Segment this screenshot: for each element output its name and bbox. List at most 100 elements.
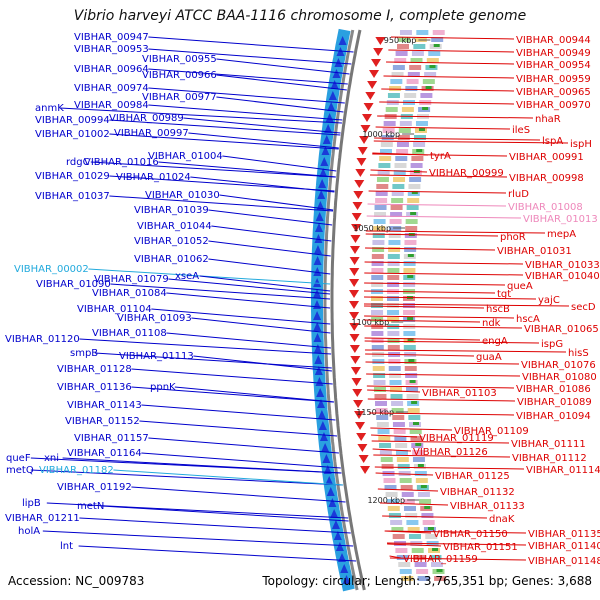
- right-gene-label: lspA: [542, 136, 563, 147]
- reverse-gene-arrow: [350, 235, 361, 243]
- right-gene-label: VIBHAR_01109: [454, 426, 529, 437]
- cog-feature-band: [395, 450, 408, 455]
- right-gene-label: mepA: [547, 229, 576, 240]
- reverse-gene-arrow: [349, 268, 360, 276]
- cog-feature-band: [410, 163, 423, 168]
- cog-feature-band: [405, 86, 418, 91]
- left-gene-label: metN: [77, 501, 104, 512]
- cog-feature-band: [371, 268, 384, 273]
- right-label-leader: [365, 247, 496, 251]
- right-gene-label: VIBHAR_00991: [509, 152, 584, 163]
- reverse-gene-arrow: [352, 202, 363, 210]
- cog-feature-band: [371, 282, 384, 287]
- cog-feature-band: [406, 520, 419, 525]
- left-label-leader: [148, 87, 345, 104]
- cog-feature-band: [377, 429, 390, 434]
- cog-feature-band: [410, 436, 423, 441]
- right-label-leader: [370, 174, 508, 178]
- reverse-gene-arrow: [350, 246, 361, 254]
- left-label-leader: [109, 195, 334, 212]
- forward-gene-arrow: [320, 157, 329, 166]
- cog-feature-band: [387, 303, 400, 308]
- left-label-leader: [151, 308, 331, 325]
- scale-tick-label: 1000 kbp: [362, 130, 400, 139]
- cog-feature-band: [391, 191, 404, 196]
- right-label-leader: [366, 385, 515, 389]
- cog-feature-band: [413, 44, 426, 49]
- left-gene-label: holA: [18, 526, 40, 537]
- cog-feature-band: [398, 128, 411, 133]
- right-gene-label: VIBHAR_01013: [523, 214, 598, 225]
- cog-feature-band: [414, 135, 427, 140]
- cog-feature-band: [429, 555, 442, 560]
- right-label-leader: [371, 440, 510, 444]
- cog-feature-band: [378, 436, 391, 441]
- reverse-gene-arrow: [356, 433, 367, 441]
- cog-feature-band: [424, 72, 437, 77]
- reverse-gene-arrow: [349, 345, 360, 353]
- reverse-gene-arrow: [353, 400, 364, 408]
- forward-gene-arrow: [317, 410, 326, 419]
- right-gene-label: VIBHAR_01111: [511, 439, 586, 450]
- cog-feature-band: [393, 170, 406, 175]
- right-label-leader: [364, 340, 540, 344]
- cog-feature-band: [388, 240, 401, 245]
- cog-feature-band: [372, 240, 385, 245]
- right-label-leader: [364, 319, 481, 323]
- left-gene-label: VIBHAR_01090: [36, 279, 111, 290]
- cog-feature-band: [371, 317, 384, 322]
- reverse-gene-arrow: [357, 444, 368, 452]
- reverse-gene-arrow: [354, 180, 365, 188]
- right-label-leader: [388, 49, 515, 53]
- right-label-leader: [386, 61, 515, 65]
- forward-gene-arrow: [315, 212, 324, 221]
- right-label-leader: [371, 434, 418, 438]
- cog-feature-band: [403, 261, 416, 266]
- cog-feature-band: [391, 408, 404, 413]
- cog-feature-band: [403, 282, 416, 287]
- left-label-leader: [62, 457, 342, 474]
- cog-feature-band: [387, 331, 400, 336]
- right-label-leader: [367, 389, 421, 393]
- right-gene-label: VIBHAR_01076: [521, 360, 596, 371]
- left-label-leader: [190, 176, 335, 193]
- right-label-leader: [363, 296, 537, 300]
- right-gene-label: VIBHAR_01140: [528, 541, 600, 552]
- cog-feature-band: [388, 233, 401, 238]
- gc-marker: [420, 485, 427, 488]
- gc-marker: [409, 380, 416, 383]
- right-gene-label: tgt: [497, 289, 511, 300]
- right-gene-label: VIBHAR_01103: [422, 388, 497, 399]
- cog-feature-band: [372, 247, 385, 252]
- right-label-leader: [364, 337, 481, 341]
- cog-feature-band: [411, 51, 424, 56]
- right-gene-label: VIBHAR_00944: [516, 35, 591, 46]
- reverse-gene-arrow: [350, 356, 361, 364]
- right-gene-label: VIBHAR_01150: [433, 529, 508, 540]
- cog-feature-band: [395, 443, 408, 448]
- right-gene-label: hisS: [568, 348, 589, 359]
- cog-feature-band: [379, 156, 392, 161]
- cog-feature-band: [393, 177, 406, 182]
- cog-feature-band: [393, 429, 406, 434]
- cog-feature-band: [378, 163, 391, 168]
- cog-feature-band: [403, 268, 416, 273]
- left-label-leader: [216, 58, 350, 75]
- cog-feature-band: [411, 156, 424, 161]
- forward-gene-arrow: [313, 333, 322, 342]
- right-label-leader: [373, 454, 511, 458]
- cog-feature-band: [376, 422, 389, 427]
- cog-feature-band: [387, 93, 400, 98]
- right-gene-label: guaA: [476, 352, 502, 363]
- left-gene-label: lipB: [22, 498, 41, 509]
- cog-feature-band: [390, 520, 403, 525]
- reverse-gene-arrow: [357, 147, 368, 155]
- left-gene-label: VIBHAR_01084: [92, 288, 167, 299]
- left-label-leader: [113, 469, 344, 486]
- cog-feature-band: [395, 156, 408, 161]
- left-gene-label: VIBHAR_01113: [119, 351, 194, 362]
- forward-gene-arrow: [328, 498, 337, 507]
- left-label-leader: [90, 161, 336, 178]
- right-label-leader: [370, 427, 453, 431]
- cog-feature-band: [373, 226, 386, 231]
